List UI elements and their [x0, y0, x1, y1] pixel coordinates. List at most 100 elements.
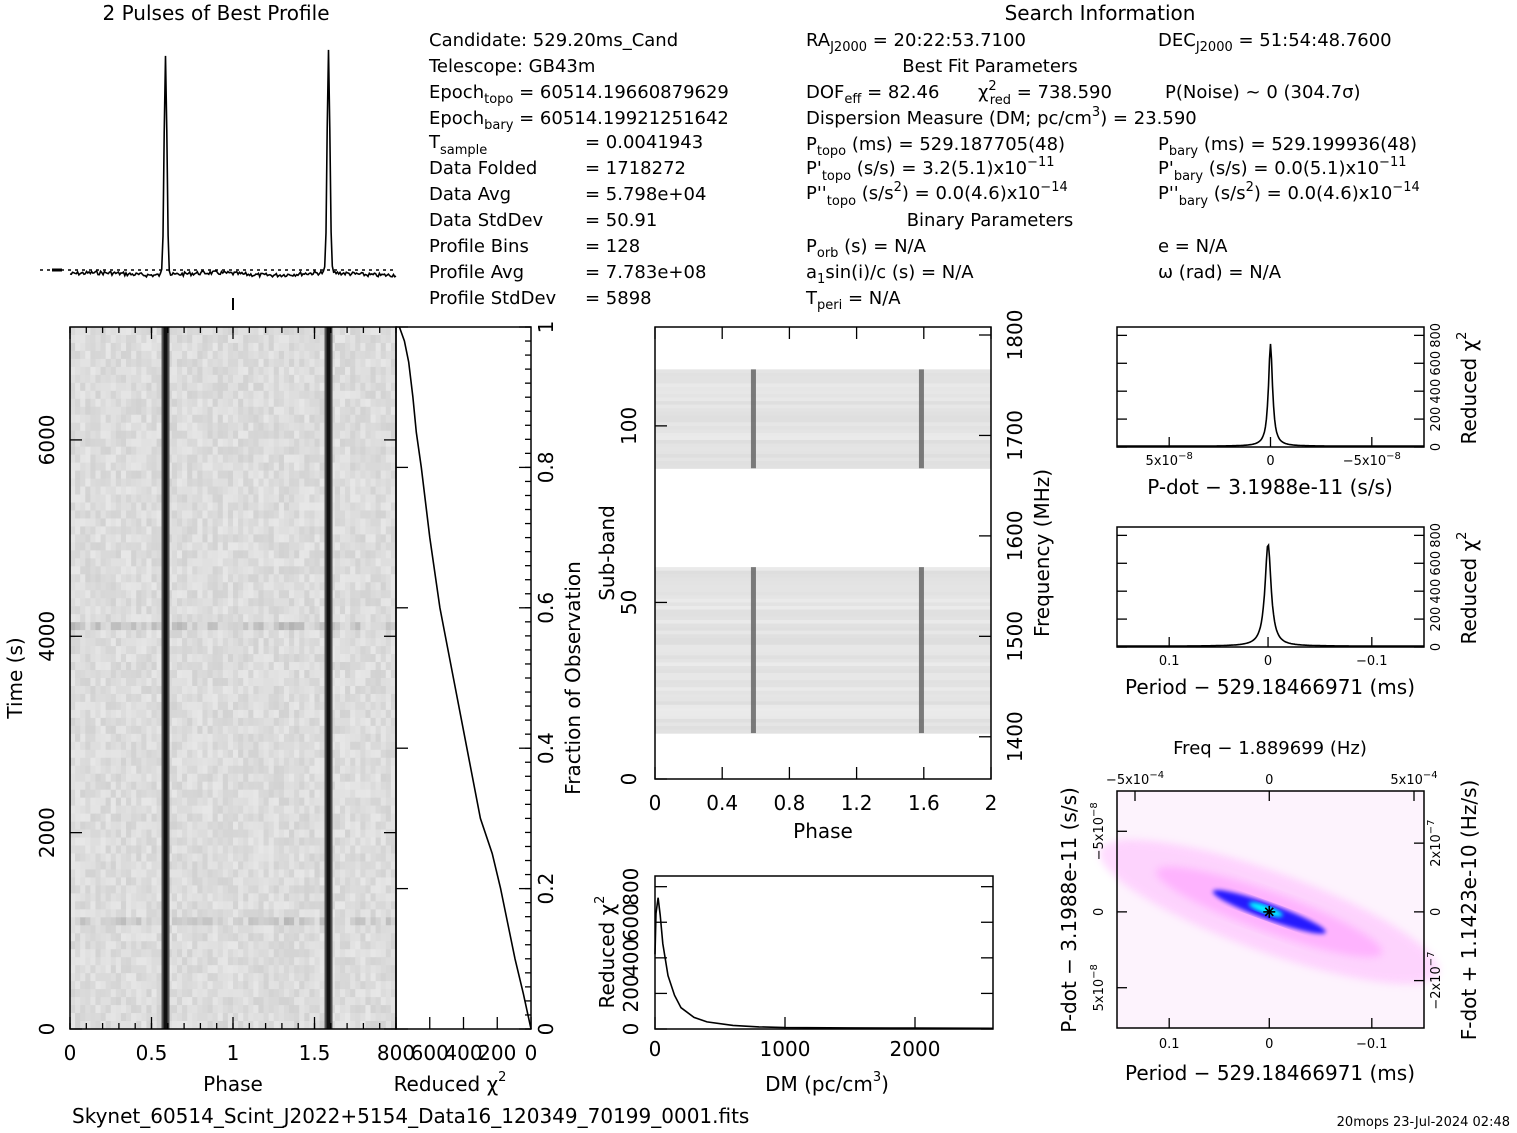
heatmap-cell — [136, 821, 142, 831]
heatmap-cell — [350, 526, 356, 536]
heatmap-cell — [217, 518, 224, 528]
heatmap-cell — [146, 422, 153, 432]
heatmap-cell — [192, 390, 198, 400]
heatmap-cell — [390, 789, 397, 799]
heatmap-cell — [176, 606, 183, 615]
heatmap-cell — [248, 717, 254, 727]
heatmap-cell — [212, 749, 219, 759]
heatmap-cell — [146, 837, 153, 847]
heatmap-cell — [365, 606, 372, 615]
heatmap-cell — [192, 909, 198, 918]
heatmap-cell — [283, 885, 290, 894]
heatmap-cell — [339, 574, 346, 583]
heatmap-cell — [166, 709, 173, 719]
heatmap-cell — [278, 845, 285, 855]
heatmap-cell — [329, 678, 336, 687]
heatmap-cell — [253, 909, 260, 918]
heatmap-cell — [212, 430, 219, 440]
heatmap-cell — [289, 693, 295, 703]
heatmap-cell — [278, 510, 285, 520]
heatmap-cell — [192, 757, 198, 767]
heatmap-cell — [202, 622, 209, 631]
heatmap-cell — [131, 414, 137, 424]
heatmap-cell — [339, 550, 346, 559]
heatmap-cell — [100, 366, 107, 376]
heatmap-cell — [202, 805, 209, 815]
heatmap-cell — [268, 757, 275, 767]
heatmap-cell — [243, 925, 249, 934]
heatmap-cell — [151, 925, 158, 934]
heatmap-cell — [365, 757, 372, 767]
heatmap-cell — [360, 861, 367, 871]
heatmap-cell — [141, 510, 148, 520]
heatmap-cell — [182, 654, 188, 663]
heatmap-cell — [258, 582, 265, 591]
heatmap-cell — [202, 685, 209, 695]
heatmap-cell — [120, 885, 127, 894]
heatmap-cell — [141, 494, 148, 504]
heatmap-cell — [126, 749, 132, 759]
heatmap-cell — [115, 478, 122, 488]
heatmap-cell — [85, 622, 91, 631]
heatmap-cell — [390, 845, 397, 855]
heatmap-cell — [115, 685, 122, 695]
heatmap-cell — [70, 917, 76, 926]
heatmap-cell — [136, 494, 142, 504]
heatmap-cell — [253, 342, 260, 352]
heatmap-cell — [273, 622, 280, 631]
heatmap-cell — [309, 917, 316, 926]
heatmap-cell — [136, 438, 142, 448]
heatmap-cell — [243, 438, 249, 448]
heatmap-cell — [85, 693, 91, 703]
heatmap-cell — [151, 358, 158, 368]
heatmap-cell — [75, 845, 81, 855]
heatmap-cell — [355, 630, 361, 639]
heatmap-cell — [355, 670, 361, 679]
heatmap-cell — [192, 470, 198, 480]
heatmap-cell — [294, 566, 300, 575]
heatmap-cell — [238, 749, 244, 759]
heatmap-cell — [329, 622, 336, 631]
heatmap-cell — [95, 414, 102, 424]
heatmap-cell — [90, 550, 97, 559]
heatmap-cell — [360, 374, 367, 384]
heatmap-cell — [299, 422, 305, 432]
heatmap-cell — [345, 374, 351, 384]
heatmap-cell — [227, 510, 234, 520]
heatmap-cell — [289, 334, 295, 344]
heatmap-cell — [314, 869, 321, 879]
heatmap-cell — [141, 725, 148, 735]
heatmap-cell — [278, 909, 285, 918]
heatmap-cell — [334, 797, 341, 807]
heatmap-cell — [339, 877, 346, 887]
heatmap-cell — [207, 462, 214, 472]
heatmap-cell — [319, 582, 326, 591]
heatmap-cell — [222, 829, 229, 839]
heatmap-cell — [253, 885, 260, 894]
heatmap-cell — [350, 350, 356, 360]
heatmap-cell — [365, 486, 372, 496]
heatmap-cell — [151, 885, 158, 894]
heatmap-cell — [222, 781, 229, 791]
heatmap-cell — [334, 550, 341, 559]
heatmap-cell — [314, 366, 321, 376]
heatmap-cell — [289, 518, 295, 528]
heatmap-cell — [263, 342, 270, 352]
heatmap-cell — [248, 678, 254, 687]
heatmap-cell — [360, 406, 367, 416]
heatmap-cell — [380, 382, 387, 392]
heatmap-cell — [151, 685, 158, 695]
heatmap-cell — [207, 885, 214, 894]
heatmap-cell — [227, 749, 234, 759]
heatmap-cell — [110, 773, 117, 783]
heatmap-cell — [273, 797, 280, 807]
heatmap-cell — [176, 614, 183, 623]
heatmap-cell — [187, 646, 193, 655]
heatmap-cell — [202, 510, 209, 520]
heatmap-cell — [360, 749, 367, 759]
heatmap-cell — [126, 670, 132, 679]
heatmap-cell — [253, 382, 260, 392]
heatmap-cell — [294, 781, 300, 791]
heatmap-cell — [136, 901, 142, 910]
heatmap-cell — [314, 510, 321, 520]
